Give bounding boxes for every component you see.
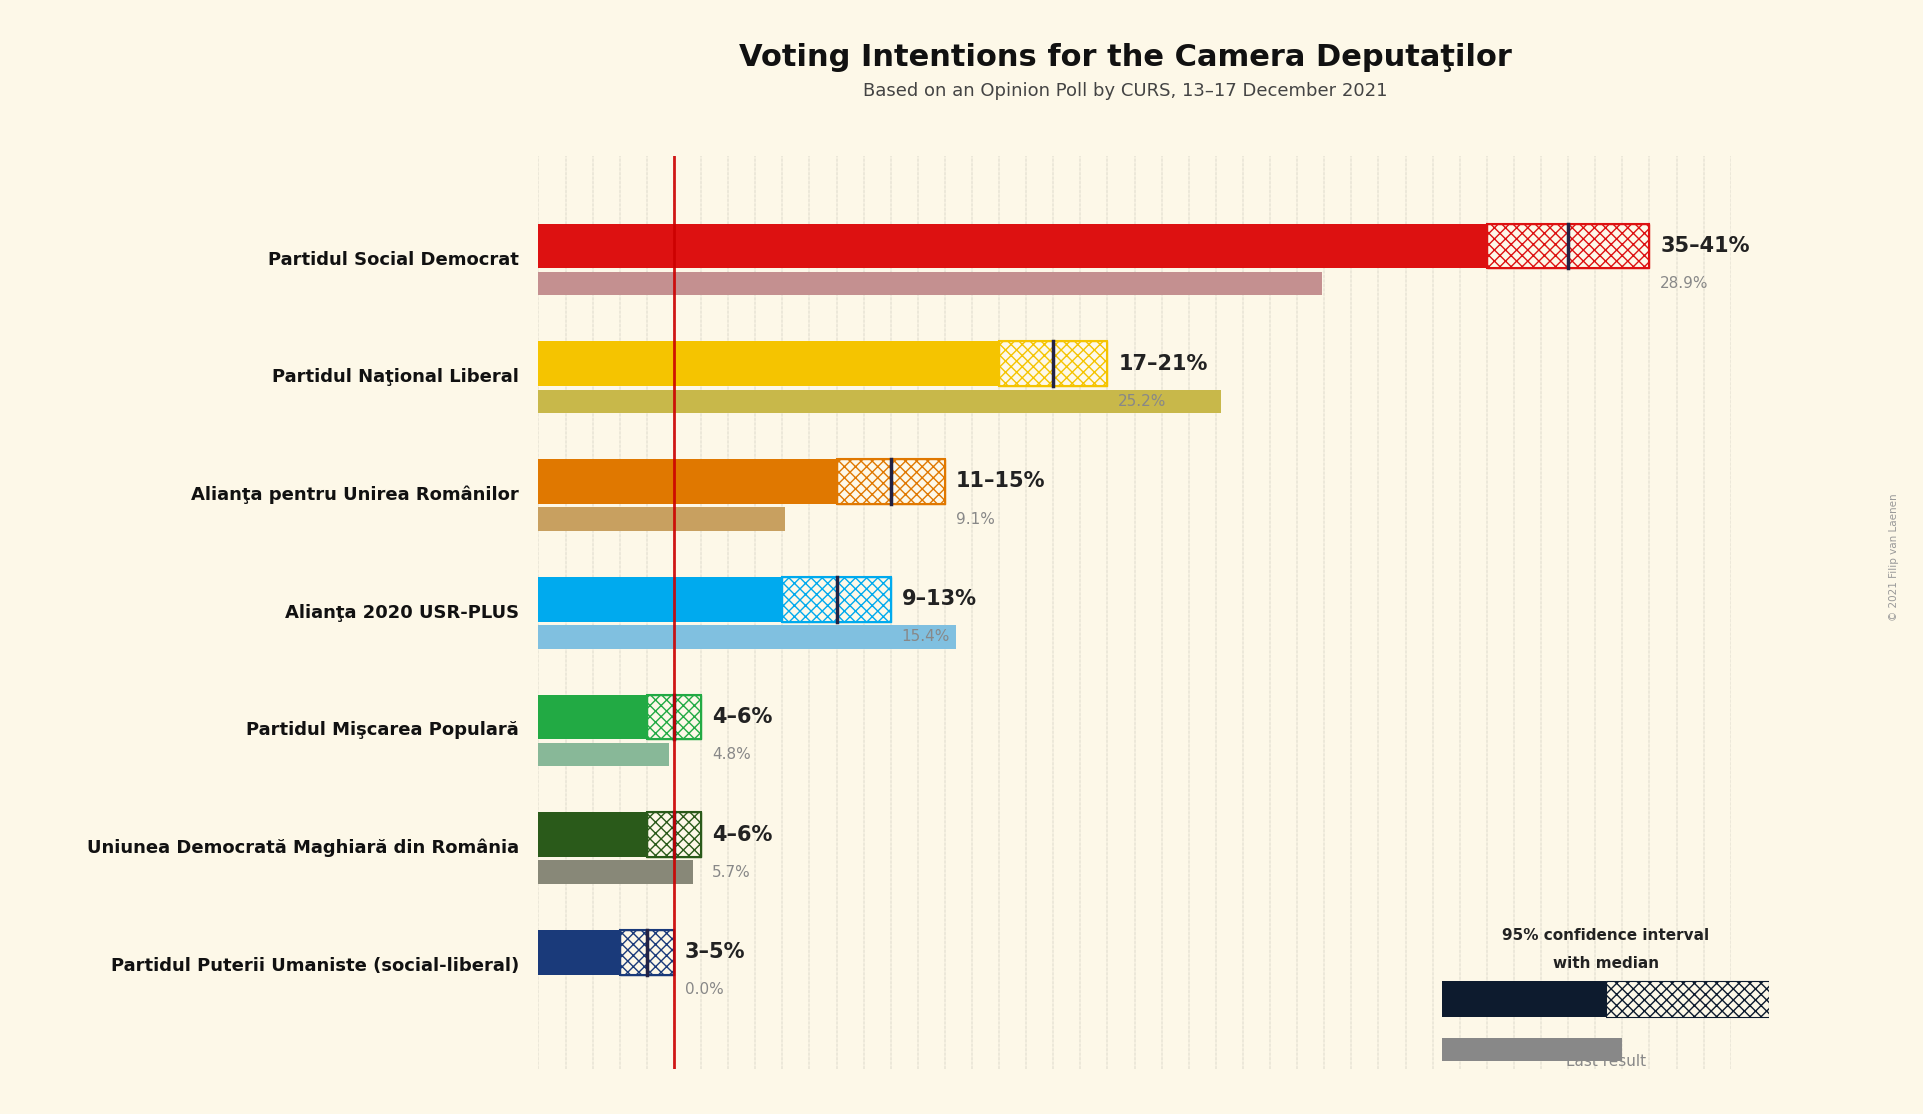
Text: Last result: Last result: [1565, 1055, 1646, 1069]
Bar: [646, 694, 702, 740]
Bar: [646, 812, 702, 857]
Bar: [1486, 224, 1650, 268]
Bar: [619, 930, 673, 975]
Text: 3–5%: 3–5%: [685, 942, 746, 962]
Bar: [783, 577, 890, 622]
Text: © 2021 Filip van Laenen: © 2021 Filip van Laenen: [1888, 494, 1900, 620]
Text: with median: with median: [1552, 957, 1660, 971]
Bar: [538, 459, 837, 504]
Bar: [646, 694, 702, 740]
Bar: [1000, 341, 1108, 387]
Bar: [538, 577, 783, 622]
Bar: [538, 625, 956, 648]
Text: 0.0%: 0.0%: [685, 983, 723, 997]
Bar: [1000, 341, 1108, 387]
Bar: [538, 390, 1221, 413]
Bar: [619, 930, 673, 975]
Text: Partidul Naţional Liberal: Partidul Naţional Liberal: [273, 369, 519, 387]
Bar: [619, 930, 673, 975]
Bar: [646, 812, 702, 857]
Text: Voting Intentions for the Camera Deputaţilor: Voting Intentions for the Camera Deputaţ…: [738, 43, 1511, 72]
Text: Based on an Opinion Poll by CURS, 13–17 December 2021: Based on an Opinion Poll by CURS, 13–17 …: [863, 82, 1386, 100]
Text: 4–6%: 4–6%: [712, 824, 773, 844]
Bar: [538, 224, 1486, 268]
Bar: [1442, 981, 1606, 1017]
Text: 95% confidence interval: 95% confidence interval: [1502, 928, 1710, 942]
Bar: [837, 459, 944, 504]
Text: Alianţa pentru Unirea Românilor: Alianţa pentru Unirea Românilor: [192, 486, 519, 505]
Bar: [538, 507, 785, 531]
Bar: [783, 577, 890, 622]
Bar: [538, 743, 669, 766]
Text: Partidul Social Democrat: Partidul Social Democrat: [269, 251, 519, 268]
Text: Partidul Mişcarea Populară: Partidul Mişcarea Populară: [246, 722, 519, 740]
Text: 9.1%: 9.1%: [956, 511, 994, 527]
Bar: [1486, 224, 1650, 268]
Text: 5.7%: 5.7%: [712, 864, 750, 880]
Text: 9–13%: 9–13%: [902, 589, 977, 609]
Text: Uniunea Democrată Maghiară din România: Uniunea Democrată Maghiară din România: [87, 839, 519, 858]
Text: 4.8%: 4.8%: [712, 747, 750, 762]
Bar: [1000, 341, 1108, 387]
Text: 25.2%: 25.2%: [1119, 394, 1167, 409]
Text: 28.9%: 28.9%: [1660, 276, 1710, 291]
Text: 35–41%: 35–41%: [1660, 236, 1750, 256]
Bar: [1442, 1037, 1623, 1061]
Text: 17–21%: 17–21%: [1119, 354, 1208, 373]
Text: Partidul Puterii Umaniste (social-liberal): Partidul Puterii Umaniste (social-libera…: [112, 957, 519, 975]
Bar: [538, 930, 619, 975]
Bar: [538, 694, 646, 740]
Bar: [646, 812, 702, 857]
Bar: [538, 272, 1321, 295]
Bar: [837, 459, 944, 504]
Text: Alianţa 2020 USR-PLUS: Alianţa 2020 USR-PLUS: [285, 604, 519, 622]
Bar: [837, 459, 944, 504]
Text: 4–6%: 4–6%: [712, 707, 773, 726]
Bar: [1606, 981, 1769, 1017]
Bar: [538, 812, 646, 857]
Bar: [538, 860, 692, 885]
Text: 11–15%: 11–15%: [956, 471, 1046, 491]
Text: 15.4%: 15.4%: [902, 629, 950, 644]
Bar: [538, 341, 1000, 387]
Bar: [1486, 224, 1650, 268]
Bar: [646, 694, 702, 740]
Bar: [1606, 981, 1769, 1017]
Bar: [783, 577, 890, 622]
